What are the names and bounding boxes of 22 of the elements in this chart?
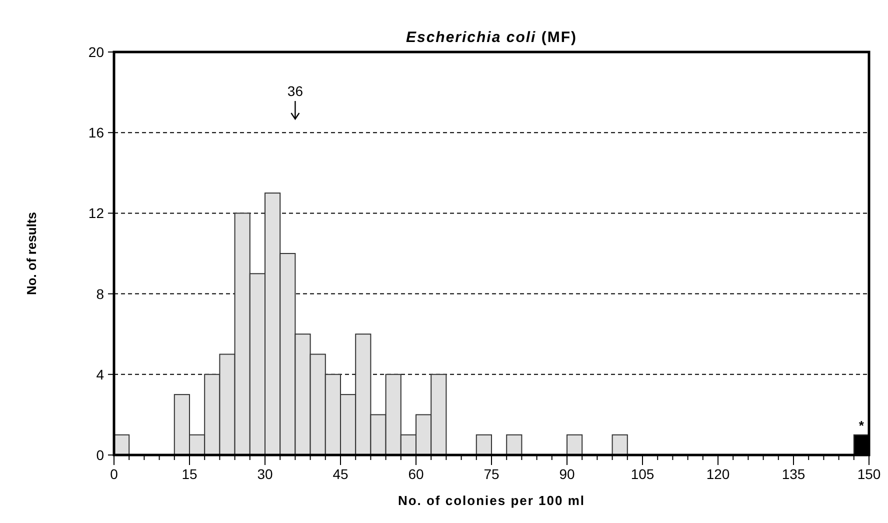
chart-title: Escherichia coli (MF): [406, 29, 578, 46]
x-tick-label: 15: [182, 466, 198, 482]
x-tick-label: 30: [257, 466, 273, 482]
annotation: *: [858, 418, 865, 433]
y-tick-label: 20: [88, 44, 104, 60]
y-tick-label: 0: [96, 447, 104, 463]
x-tick-label: 105: [630, 466, 654, 482]
y-tick-label: 12: [88, 205, 104, 222]
x-tick-label: 135: [782, 466, 806, 482]
annotation: 36: [287, 83, 304, 99]
x-tick-label: 90: [559, 466, 575, 482]
x-tick-label: 45: [332, 466, 348, 482]
x-tick-label: 120: [706, 466, 730, 482]
x-tick-label: 75: [484, 466, 500, 482]
x-tick-label: 60: [408, 466, 424, 482]
x-tick-label: 0: [110, 466, 118, 482]
y-tick-label: 8: [96, 286, 104, 302]
x-tick-label: 150: [857, 466, 881, 482]
y-tick-label: 16: [88, 124, 104, 141]
y-tick-label: 4: [96, 366, 104, 382]
y-axis-title: No. of results: [24, 212, 39, 296]
x-axis-title: No. of colonies per 100 ml: [398, 493, 586, 508]
